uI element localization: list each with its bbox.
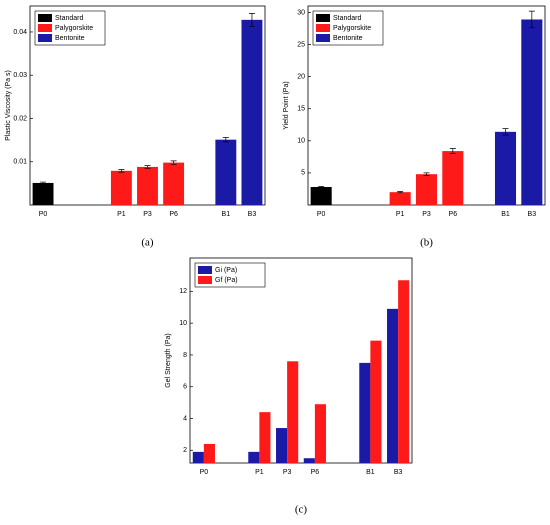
x-tick-label: P1 — [396, 211, 405, 218]
error-bar — [318, 186, 325, 189]
x-tick-label: B1 — [222, 211, 231, 218]
y-tick-label: 10 — [179, 320, 187, 327]
y-tick-label: 0.02 — [13, 115, 27, 122]
legend-label: Standard — [333, 15, 362, 22]
bar — [398, 280, 410, 463]
legend-label: Gi (Pa) — [215, 267, 237, 274]
legend-swatch — [316, 34, 330, 42]
x-tick-label: B1 — [366, 469, 375, 476]
legend-label: Gf (Pa) — [215, 277, 238, 284]
x-tick-label: P0 — [317, 211, 326, 218]
error-bar — [170, 160, 177, 165]
error-bar — [502, 128, 509, 136]
legend-swatch — [38, 14, 52, 22]
y-axis-label: Plastic Viscosity (Pa s) — [5, 70, 12, 141]
bar — [203, 443, 215, 463]
error-bar — [449, 148, 456, 154]
x-tick-label: P1 — [117, 211, 126, 218]
bar — [276, 428, 288, 463]
bar — [248, 451, 260, 463]
legend-swatch — [316, 14, 330, 22]
y-tick-label: 12 — [179, 288, 187, 295]
bar — [163, 162, 185, 205]
bar — [314, 404, 326, 463]
x-tick-label: P6 — [449, 211, 458, 218]
legend-label: Standard — [55, 15, 84, 22]
x-tick-label: B3 — [248, 211, 257, 218]
x-tick-label: P3 — [422, 211, 431, 218]
y-axis-label: Yield Point (Pa) — [283, 81, 290, 129]
bar — [310, 187, 332, 205]
legend-swatch — [38, 24, 52, 32]
y-tick-label: 30 — [297, 9, 305, 16]
legend-swatch — [38, 34, 52, 42]
y-tick-label: 2 — [183, 447, 187, 454]
x-tick-label: P3 — [283, 469, 292, 476]
x-tick-label: P6 — [169, 211, 178, 218]
y-tick-label: 20 — [297, 73, 305, 80]
y-tick-label: 0.03 — [13, 72, 27, 79]
bar — [259, 412, 271, 463]
plot-frame — [189, 257, 413, 464]
legend-label: Palygorskite — [55, 25, 93, 32]
error-bar — [248, 13, 255, 27]
bar — [359, 362, 371, 463]
bar — [415, 174, 438, 205]
bar — [192, 451, 204, 463]
legend-label: Bentonite — [55, 35, 85, 42]
legend-swatch — [198, 266, 212, 274]
error-bar — [144, 165, 151, 169]
y-tick-label: 0.01 — [13, 159, 27, 166]
caption: (c) — [295, 504, 308, 516]
y-tick-label: 10 — [297, 138, 305, 145]
y-tick-label: 0.04 — [13, 29, 27, 36]
x-tick-label: P0 — [200, 469, 209, 476]
bar — [389, 192, 411, 205]
bar — [137, 166, 158, 205]
bar — [442, 151, 464, 205]
y-tick-label: 8 — [183, 352, 187, 359]
error-bar — [397, 191, 404, 194]
bar — [303, 458, 315, 463]
x-tick-label: P3 — [143, 211, 152, 218]
x-tick-label: P0 — [39, 211, 48, 218]
legend-label: Bentonite — [333, 35, 363, 42]
y-tick-label: 5 — [301, 170, 305, 177]
y-tick-label: 4 — [183, 415, 187, 422]
error-bar — [40, 181, 47, 185]
x-tick-label: P6 — [311, 469, 320, 476]
legend-swatch — [316, 24, 330, 32]
bar — [215, 139, 237, 205]
x-tick-label: B3 — [528, 211, 537, 218]
y-tick-label: 15 — [297, 106, 305, 113]
bar — [387, 308, 399, 463]
y-tick-label: 6 — [183, 384, 187, 391]
bar — [110, 170, 132, 205]
bar — [287, 361, 299, 463]
caption: (b) — [420, 237, 433, 249]
error-bar — [118, 169, 125, 173]
x-tick-label: B1 — [501, 211, 510, 218]
x-tick-label: B3 — [394, 469, 403, 476]
bar — [370, 340, 382, 463]
legend-swatch — [198, 276, 212, 284]
caption: (a) — [141, 237, 154, 249]
bar — [241, 19, 263, 206]
error-bar — [222, 137, 229, 143]
bar — [521, 19, 543, 205]
bar — [494, 131, 517, 205]
error-bar — [528, 10, 535, 29]
error-bar — [423, 172, 430, 176]
y-tick-label: 25 — [297, 41, 305, 48]
legend-label: Palygorskite — [333, 25, 371, 32]
x-tick-label: P1 — [255, 469, 264, 476]
y-axis-label: Gel Strength (Pa) — [165, 333, 172, 387]
bar — [32, 182, 54, 205]
